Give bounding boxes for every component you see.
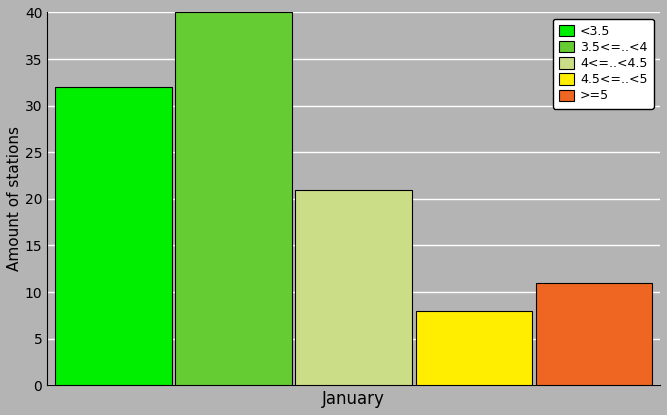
Bar: [536, 283, 652, 385]
Y-axis label: Amount of stations: Amount of stations: [7, 126, 22, 271]
Legend: <3.5, 3.5<=..<4, 4<=..<4.5, 4.5<=..<5, >=5: <3.5, 3.5<=..<4, 4<=..<4.5, 4.5<=..<5, >…: [552, 19, 654, 109]
Bar: [55, 87, 171, 385]
Bar: [416, 311, 532, 385]
Bar: [295, 190, 412, 385]
Bar: [175, 12, 291, 385]
